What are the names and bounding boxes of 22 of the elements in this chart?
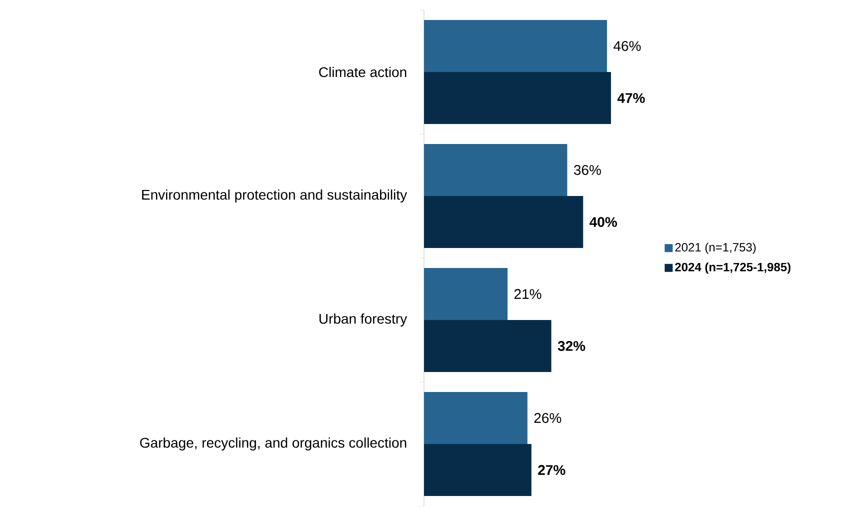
data-label: 47%: [617, 93, 645, 103]
legend-label: 2021 (n=1,753): [675, 242, 756, 254]
y-tick-label: Urban forestry: [320, 313, 408, 327]
bar: [424, 392, 528, 444]
data-label: 21%: [514, 289, 542, 299]
bar: [424, 144, 568, 196]
bar: [424, 72, 611, 124]
data-label: 46%: [614, 41, 641, 51]
bar: [424, 196, 584, 248]
data-label: 32%: [558, 341, 586, 351]
data-label: 26%: [534, 413, 562, 423]
legend-label: 2024 (n=1,725-1,985): [675, 262, 790, 274]
y-tick-label: Garbage, recycling, and organics collection: [140, 437, 406, 451]
data-label: 27%: [538, 465, 566, 475]
bar: [424, 268, 508, 320]
bar: [424, 444, 532, 496]
data-label: 36%: [574, 165, 601, 175]
y-tick-label: Climate action: [319, 66, 406, 78]
bar: [424, 20, 608, 72]
bar: [424, 320, 552, 372]
y-tick-label: Environmental protection and sustainability: [142, 189, 408, 203]
data-label: 40%: [590, 217, 617, 227]
